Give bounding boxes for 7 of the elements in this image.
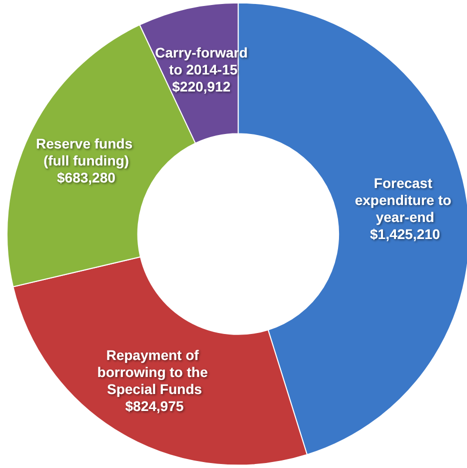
- slice-label: Forecast expenditure to year-end: [354, 175, 456, 226]
- slice-label: Repayment of borrowing to the Special Funds: [97, 347, 212, 398]
- data-label: $220,912: [172, 78, 231, 94]
- data-label: $1,425,210: [370, 226, 440, 242]
- data-label: $824,975: [125, 398, 184, 414]
- slice-label: Reserve funds (full funding): [36, 136, 136, 169]
- data-label: $683,280: [57, 170, 116, 186]
